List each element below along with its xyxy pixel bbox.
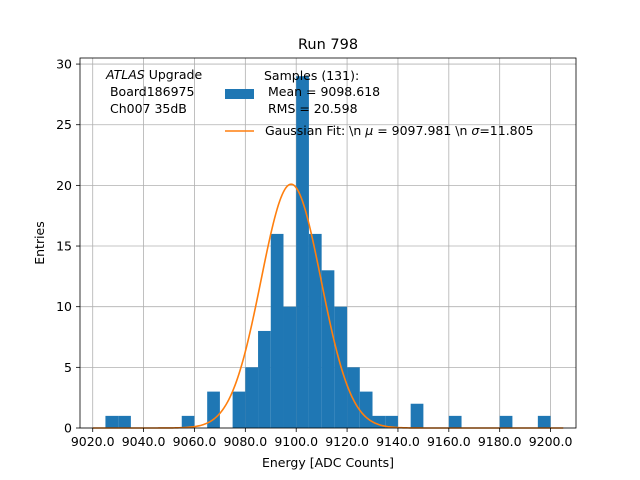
chart-title: Run 798 — [298, 37, 358, 53]
histogram-bar — [296, 76, 309, 429]
x-tick-label: 9120.0 — [325, 434, 369, 449]
histogram-bar — [258, 330, 271, 428]
histogram-bar — [270, 233, 284, 428]
y-tick-label: 15 — [56, 239, 72, 254]
x-axis-label: Energy [ADC Counts] — [262, 455, 394, 470]
histogram-bar — [118, 415, 131, 428]
x-tick-label: 9180.0 — [478, 434, 522, 449]
histogram-bar — [232, 391, 246, 428]
histogram-bar — [181, 415, 195, 428]
annotation-experiment: ATLAS — [105, 67, 145, 82]
legend-hist-line-1: Samples (131): — [264, 68, 359, 83]
x-axis-ticks: 9020.0 9040.0 9060.0 9080.0 9100.0 9120.0 9140… — [71, 428, 573, 449]
annotation-channel: Ch007 35dB — [106, 101, 187, 116]
legend-fit-sigma-value: =11.805 — [479, 123, 533, 138]
y-tick-label: 30 — [56, 57, 72, 72]
histogram-bar — [499, 415, 513, 428]
histogram-bar — [359, 391, 373, 428]
legend-fit-prefix: Gaussian Fit: \n — [265, 123, 365, 138]
histogram-bar — [537, 415, 551, 428]
x-tick-label: 9080.0 — [223, 434, 267, 449]
x-tick-label: 9140.0 — [376, 434, 420, 449]
legend: Samples (131): Mean = 9098.618 RMS = 20.… — [225, 68, 534, 138]
histogram-bar — [245, 367, 259, 428]
y-tick-label: 20 — [56, 178, 72, 193]
y-axis-label: Entries — [32, 221, 47, 265]
annotation-experiment-suffix: Upgrade — [145, 67, 203, 82]
x-tick-label: 9040.0 — [122, 434, 166, 449]
histogram-bar — [321, 270, 335, 428]
x-tick-label: 9100.0 — [274, 434, 318, 449]
y-tick-label: 10 — [56, 299, 72, 314]
annotation-experiment-line: ATLAS Upgrade — [105, 67, 202, 82]
histogram-bar — [448, 415, 462, 428]
legend-hist-swatch — [225, 89, 254, 99]
histogram-bar — [347, 367, 360, 428]
x-tick-label: 9160.0 — [427, 434, 471, 449]
histogram-bar — [283, 306, 297, 428]
y-tick-label: 25 — [56, 117, 72, 132]
x-tick-label: 9060.0 — [173, 434, 217, 449]
legend-fit-label: Gaussian Fit: \n μ = 9097.981 \n σ=11.80… — [265, 123, 534, 138]
plot-frame — [79, 57, 577, 429]
histogram-bar — [105, 415, 119, 428]
legend-fit-mu-value: = 9097.981 \n — [373, 123, 471, 138]
legend-fit-sigma-symbol: σ — [471, 123, 480, 138]
annotation-board: Board186975 — [106, 84, 194, 99]
y-tick-label: 5 — [64, 360, 72, 375]
x-tick-label: 9200.0 — [529, 434, 573, 449]
y-axis-ticks: 0 5 10 15 20 25 30 — [56, 57, 80, 436]
y-tick-label: 0 — [64, 421, 72, 436]
histogram-bar — [385, 415, 398, 428]
legend-hist-line-2: Mean = 9098.618 — [264, 84, 380, 99]
histogram-bar — [207, 391, 220, 428]
x-tick-label: 9020.0 — [71, 434, 115, 449]
legend-hist-line-3: RMS = 20.598 — [264, 101, 358, 116]
histogram-bar — [308, 233, 322, 428]
legend-fit-mu-symbol: μ — [364, 123, 373, 138]
histogram-bar — [410, 403, 424, 428]
atlas-annotation: ATLAS Upgrade Board186975 Ch007 35dB — [105, 67, 202, 116]
